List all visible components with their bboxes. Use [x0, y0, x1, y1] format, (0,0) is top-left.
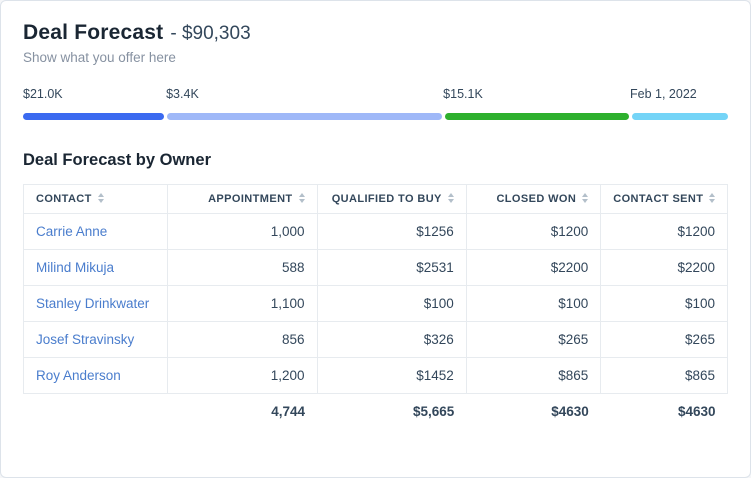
progress-label-3: $15.1K [443, 87, 483, 101]
closed-won-value: $865 [465, 357, 602, 394]
appointment-value: 1,000 [167, 213, 318, 250]
sort-icon[interactable] [298, 193, 305, 204]
closed-won-value: $265 [465, 321, 602, 358]
column-header-appointment[interactable]: APPOINTMENT [167, 184, 318, 214]
sort-icon[interactable] [97, 193, 104, 204]
column-header-contact[interactable]: CONTACT [22, 184, 169, 214]
page-subtitle: Show what you offer here [23, 50, 176, 65]
totals-appointment: 4,744 [271, 404, 306, 419]
table-row: Josef Stravinsky 856 $326 $265 $265 [22, 321, 728, 358]
table-row: Carrie Anne 1,000 $1256 $1200 $1200 [22, 213, 728, 250]
deal-forecast-table: CONTACT APPOINTMENT QUALIFIED TO BUY CLO… [22, 184, 728, 430]
totals-qualified: $5,665 [412, 404, 455, 419]
section-title: Deal Forecast by Owner [23, 151, 211, 169]
closed-won-value: $100 [465, 285, 602, 322]
qualified-to-buy-value: $100 [316, 285, 467, 322]
progress-segment-4 [632, 113, 728, 120]
table-row: Stanley Drinkwater 1,100 $100 $100 $100 [22, 285, 728, 322]
qualified-to-buy-value: $326 [316, 321, 467, 358]
appointment-value: 1,100 [167, 285, 318, 322]
contact-link[interactable]: Josef Stravinsky [36, 332, 135, 347]
column-label: QUALIFIED TO BUY [331, 193, 442, 205]
column-header-contact-sent[interactable]: CONTACT SENT [600, 184, 728, 214]
contact-link[interactable]: Stanley Drinkwater [36, 296, 150, 311]
column-label: CONTACT [36, 193, 92, 205]
progress-label-2: $3.4K [166, 87, 199, 101]
progress-bar [23, 113, 728, 120]
totals-contact-sent: $4630 [677, 404, 716, 419]
column-label: CONTACT SENT [613, 193, 704, 205]
table-header-row: CONTACT APPOINTMENT QUALIFIED TO BUY CLO… [22, 184, 728, 214]
totals-closed-won: $4630 [551, 404, 589, 419]
contact-cell: Milind Mikuja [22, 249, 169, 286]
page-title: Deal Forecast [23, 21, 164, 44]
contact-cell: Josef Stravinsky [22, 321, 169, 358]
progress-segment-2 [166, 113, 442, 120]
closed-won-value: $2200 [465, 249, 602, 286]
header: Deal Forecast - $90,303 [23, 21, 728, 45]
contact-sent-value: $265 [600, 321, 728, 358]
totals-empty-cell [24, 394, 168, 430]
column-label: CLOSED WON [496, 193, 577, 205]
column-label: APPOINTMENT [208, 193, 293, 205]
contact-cell: Carrie Anne [22, 213, 169, 250]
sort-icon[interactable] [709, 193, 716, 204]
appointment-value: 856 [167, 321, 318, 358]
column-header-qualified-to-buy[interactable]: QUALIFIED TO BUY [316, 184, 467, 214]
progress-label-1: $21.0K [23, 87, 63, 101]
appointment-value: 1,200 [167, 357, 318, 394]
contact-link[interactable]: Carrie Anne [36, 224, 108, 239]
progress-segment-1 [23, 113, 164, 120]
qualified-to-buy-value: $1256 [316, 213, 467, 250]
table-row: Roy Anderson 1,200 $1452 $865 $865 [22, 357, 728, 394]
qualified-to-buy-value: $1452 [316, 357, 467, 394]
qualified-to-buy-value: $2531 [316, 249, 467, 286]
forecast-amount: - $90,303 [170, 23, 251, 44]
closed-won-value: $1200 [465, 213, 602, 250]
appointment-value: 588 [167, 249, 318, 286]
sort-icon[interactable] [447, 193, 454, 204]
table-body: Carrie Anne 1,000 $1256 $1200 $1200 Milind Mi… [22, 213, 728, 394]
column-header-closed-won[interactable]: CLOSED WON [465, 184, 602, 214]
totals-row: 4,744 $5,665 $4630 $4630 [24, 394, 728, 430]
forecast-progress: $21.0K $3.4K $15.1K Feb 1, 2022 [23, 87, 728, 127]
progress-segment-3 [444, 113, 630, 120]
progress-label-4: Feb 1, 2022 [630, 87, 697, 101]
contact-link[interactable]: Milind Mikuja [36, 260, 115, 275]
contact-link[interactable]: Roy Anderson [36, 368, 121, 383]
contact-sent-value: $100 [600, 285, 728, 322]
contact-sent-value: $865 [600, 357, 728, 394]
contact-cell: Roy Anderson [22, 357, 169, 394]
contact-sent-value: $2200 [600, 249, 728, 286]
contact-cell: Stanley Drinkwater [22, 285, 169, 322]
contact-sent-value: $1200 [600, 213, 728, 250]
table-row: Milind Mikuja 588 $2531 $2200 $2200 [22, 249, 728, 286]
sort-icon[interactable] [582, 193, 589, 204]
